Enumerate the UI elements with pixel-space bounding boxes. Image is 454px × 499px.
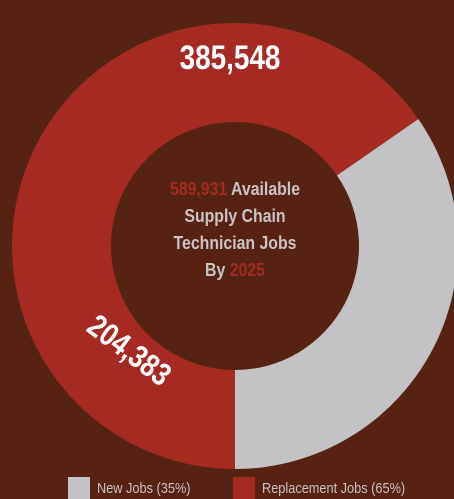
data-label-replacement-jobs: 385,548 bbox=[180, 38, 281, 76]
target-year: 2025 bbox=[229, 260, 265, 280]
legend-swatch-new-jobs bbox=[68, 477, 90, 499]
legend-label-replacement-jobs: Replacement Jobs (65%) bbox=[262, 479, 406, 497]
legend-swatch-replacement-jobs bbox=[233, 477, 256, 499]
center-line-4: By 2025 bbox=[144, 257, 325, 284]
center-summary: 589,931 Available Supply Chain Technicia… bbox=[144, 176, 325, 284]
center-line-2: Supply Chain bbox=[184, 206, 286, 226]
center-line-4-prefix: By bbox=[205, 260, 230, 280]
legend-item-replacement-jobs[interactable]: Replacement Jobs (65%) bbox=[233, 477, 430, 499]
center-line-1: 589,931 Available bbox=[144, 176, 325, 203]
legend: New Jobs (35%) Replacement Jobs (65%) bbox=[68, 477, 454, 499]
total-jobs-value: 589,931 bbox=[169, 179, 228, 199]
center-line-1-rest: Available bbox=[227, 179, 301, 199]
slice-replacement-jobs[interactable] bbox=[12, 23, 419, 469]
slice-new-jobs[interactable] bbox=[235, 118, 454, 469]
legend-item-new-jobs[interactable]: New Jobs (35%) bbox=[68, 477, 207, 499]
center-line-3: Technician Jobs bbox=[173, 233, 297, 253]
legend-label-new-jobs: New Jobs (35%) bbox=[97, 479, 191, 497]
